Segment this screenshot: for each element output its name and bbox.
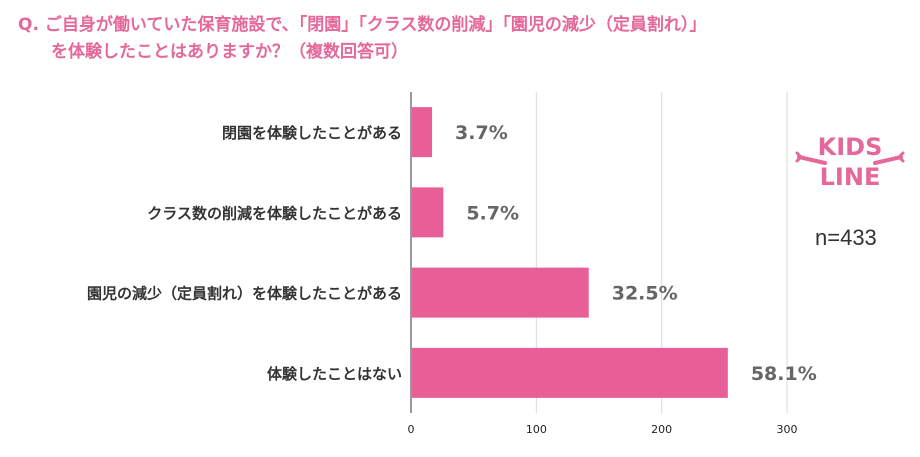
data-label: 3.7% <box>455 122 508 144</box>
question-line-1: ご自身が働いていた保育施設で、「閉園」「クラス数の削減」「園児の減少（定員割れ）… <box>44 15 707 35</box>
bars <box>412 107 728 398</box>
category-label: 園児の減少（定員割れ）を体験したことがある <box>87 285 402 303</box>
category-label: 閉園を体験したことがある <box>222 124 402 142</box>
x-tick-label: 200 <box>651 423 672 436</box>
question-prefix: Q. <box>18 15 39 35</box>
x-tick-label: 0 <box>408 423 415 436</box>
sample-size: n=433 <box>815 225 877 250</box>
category-label: 体験したことはない <box>267 365 402 383</box>
category-labels: 閉園を体験したことがあるクラス数の削減を体験したことがある園児の減少（定員割れ）… <box>87 124 402 383</box>
data-label: 58.1% <box>751 363 817 385</box>
data-labels: 3.7% 5.7% 32.5% 58.1% <box>455 122 817 385</box>
bar <box>412 347 728 398</box>
data-label: 32.5% <box>612 283 678 305</box>
question-line-2: を体験したことはありますか？（複数回答可） <box>51 42 408 62</box>
data-label: 5.7% <box>466 202 519 224</box>
logo-line-1: KIDS <box>818 133 883 161</box>
question-text: Q. ご自身が働いていた保育施設で、「閉園」「クラス数の削減」「園児の減少（定員割… <box>18 12 908 66</box>
category-label: クラス数の削減を体験したことがある <box>147 204 402 222</box>
logo-line-2: LINE <box>820 163 881 191</box>
x-tick-label: 100 <box>526 423 547 436</box>
bar <box>412 187 444 238</box>
kidsline-logo: KIDS LINE <box>795 133 905 191</box>
x-tick-label: 300 <box>777 423 798 436</box>
x-tick-labels: 0 100 200 300 <box>408 423 798 436</box>
bar <box>412 267 589 318</box>
bar <box>412 107 433 158</box>
